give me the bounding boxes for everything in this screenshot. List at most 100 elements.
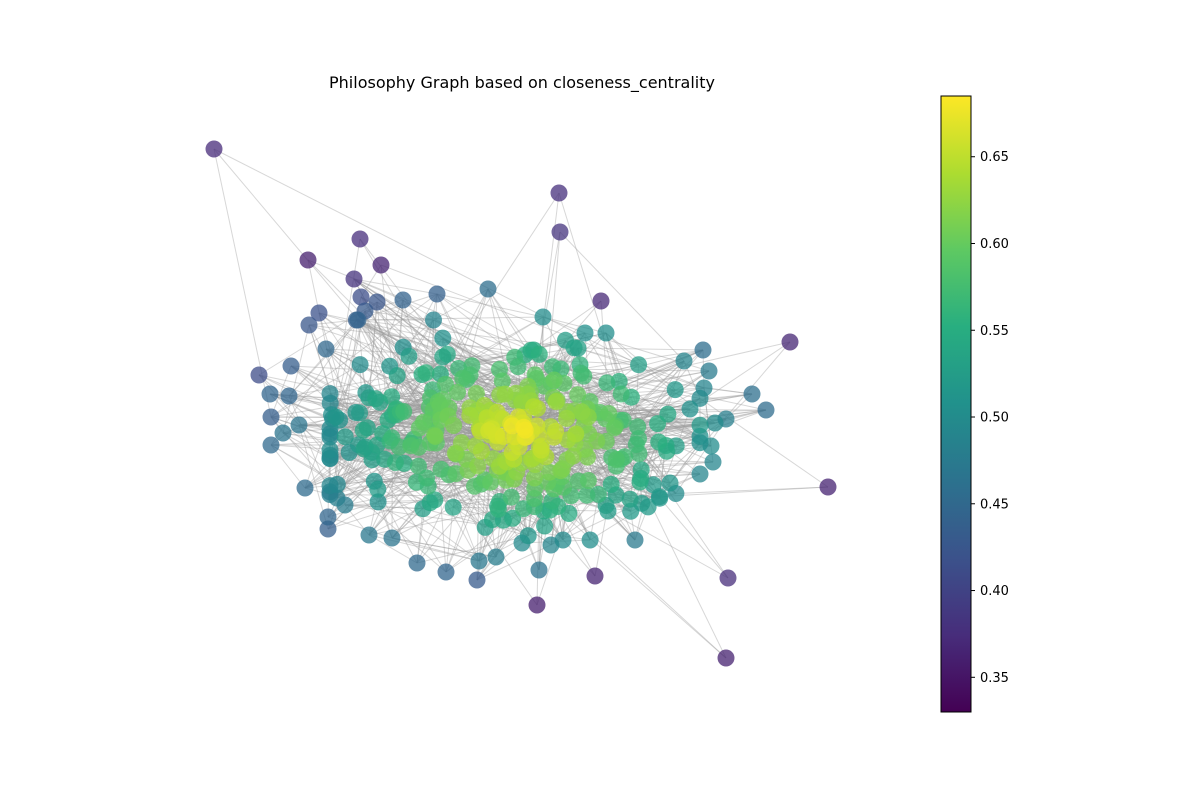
graph-node <box>352 288 370 306</box>
graph-node <box>349 311 367 329</box>
graph-node <box>592 292 610 310</box>
graph-node <box>250 366 268 384</box>
graph-edge <box>368 438 415 536</box>
graph-node <box>719 569 737 587</box>
graph-node <box>781 333 799 351</box>
graph-node <box>649 415 667 433</box>
graph-node <box>588 432 606 450</box>
graph-node <box>328 475 346 493</box>
graph-edge <box>270 319 357 446</box>
graph-node <box>569 386 587 404</box>
graph-node <box>547 393 565 411</box>
graph-edge <box>476 506 535 581</box>
graph-node <box>351 356 369 374</box>
graph-edge <box>270 293 438 418</box>
graph-node <box>383 529 401 547</box>
graph-node <box>675 352 693 370</box>
graph-node <box>354 421 372 439</box>
graph-edge <box>380 264 705 389</box>
nodes-layer <box>205 140 837 667</box>
graph-node <box>629 418 647 436</box>
graph-node <box>700 362 718 380</box>
graph-node <box>317 340 335 358</box>
graph-edge <box>652 442 701 486</box>
graph-edge <box>432 319 435 390</box>
graph-edge <box>353 278 486 528</box>
graph-node <box>528 596 546 614</box>
graph-node <box>261 385 279 403</box>
graph-node <box>576 324 594 342</box>
graph-node <box>515 418 533 436</box>
graph-edge <box>270 416 331 460</box>
graph-node <box>502 488 520 506</box>
graph-node <box>444 498 462 516</box>
graph-node <box>757 401 775 419</box>
graph-node <box>262 408 280 426</box>
graph-node <box>597 324 615 342</box>
graph-node <box>547 422 565 440</box>
graph-node <box>530 345 548 363</box>
graph-edge <box>638 408 691 455</box>
graph-node <box>351 230 369 248</box>
graph-node <box>400 347 418 365</box>
colorbar-tick-label: 0.60 <box>980 237 1009 252</box>
graph-edge <box>620 408 691 421</box>
graph-edge <box>329 454 379 503</box>
graph-edge <box>396 319 434 376</box>
graph-node <box>280 387 298 405</box>
graph-node <box>691 389 709 407</box>
colorbar-tick-label: 0.45 <box>980 497 1009 512</box>
graph-edge <box>391 537 480 562</box>
graph-edge <box>213 148 639 366</box>
graph-edge <box>364 310 404 348</box>
graph-edge <box>308 324 540 355</box>
graph-edge <box>659 486 829 498</box>
graph-node <box>650 433 668 451</box>
graph-node <box>262 436 280 454</box>
graph-node <box>328 489 346 507</box>
graph-node <box>581 531 599 549</box>
graph-node <box>573 403 591 421</box>
graph-node <box>630 445 648 463</box>
graph-edge <box>360 296 430 408</box>
graph-edge <box>574 347 704 351</box>
graph-node <box>386 454 404 471</box>
graph-edge <box>270 364 361 418</box>
graph-edge <box>433 288 489 321</box>
graph-node <box>550 184 568 202</box>
graph-node <box>469 457 487 475</box>
graph-node <box>468 571 486 589</box>
graph-edge <box>331 238 361 415</box>
graph-edge <box>428 485 529 537</box>
graph-edge <box>288 395 331 495</box>
graph-edge <box>577 347 639 366</box>
graph-edge <box>558 192 640 454</box>
graph-node <box>610 372 628 390</box>
graph-node <box>598 374 616 392</box>
graph-node <box>368 293 386 311</box>
graph-node <box>691 416 709 434</box>
graph-node <box>704 453 722 471</box>
graph-node <box>351 404 368 422</box>
graph-node <box>470 552 488 570</box>
graph-edge <box>270 444 338 485</box>
chart-title: Philosophy Graph based on closeness_cent… <box>329 73 715 93</box>
graph-node <box>461 406 479 424</box>
graph-node <box>321 441 339 459</box>
graph-node <box>666 381 684 399</box>
graph-node <box>631 473 649 491</box>
graph-node <box>575 367 593 385</box>
graph-node <box>415 413 432 431</box>
graph-node <box>437 375 454 393</box>
network-graph <box>205 140 837 667</box>
graph-node <box>612 385 630 403</box>
graph-node <box>360 526 378 544</box>
graph-node <box>579 472 597 489</box>
graph-edge <box>258 374 369 399</box>
graph-node <box>310 304 328 322</box>
graph-node <box>336 428 354 446</box>
graph-node <box>509 358 527 376</box>
graph-node <box>630 356 648 374</box>
graph-node <box>421 494 439 512</box>
